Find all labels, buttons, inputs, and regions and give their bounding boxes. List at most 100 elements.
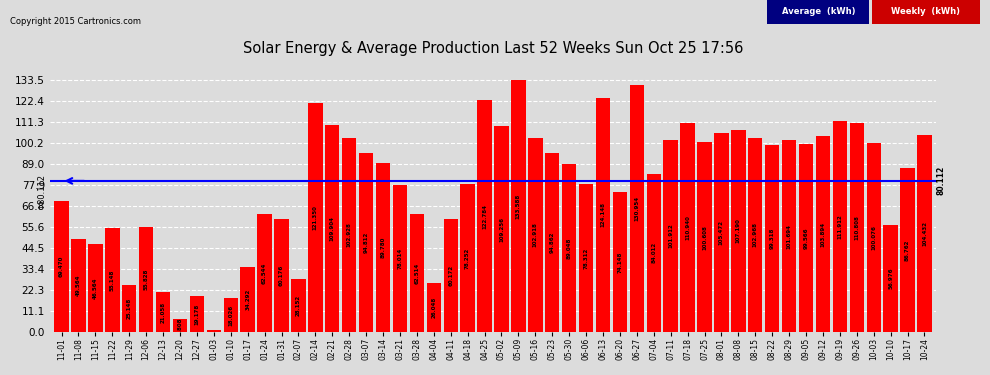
Text: 80.112: 80.112 [937,166,945,195]
Bar [173,320,187,332]
Text: 62.544: 62.544 [262,262,267,284]
Bar [782,140,796,332]
Text: 109.256: 109.256 [499,216,504,242]
Text: 124.148: 124.148 [601,202,606,228]
Bar [376,163,390,332]
Text: 100.076: 100.076 [871,225,876,250]
Bar [511,80,526,332]
Bar [732,130,745,332]
Bar [54,201,68,332]
Text: 86.762: 86.762 [905,240,910,261]
Text: 133.588: 133.588 [516,194,521,219]
Text: 84.012: 84.012 [651,242,656,263]
Text: 102.968: 102.968 [752,222,757,248]
Bar [714,133,729,332]
Text: 69.470: 69.470 [59,256,64,277]
Bar [562,164,576,332]
Bar [528,138,543,332]
Text: 94.862: 94.862 [549,232,554,253]
Text: 101.912: 101.912 [668,224,673,248]
Text: Copyright 2015 Cartronics.com: Copyright 2015 Cartronics.com [10,17,141,26]
Bar [274,219,289,332]
Text: 55.148: 55.148 [110,269,115,291]
Text: 60.176: 60.176 [279,265,284,286]
Text: 49.564: 49.564 [76,274,81,296]
Bar [241,267,254,332]
Bar [342,138,356,332]
Bar [444,219,458,332]
Bar [494,126,509,332]
Text: 103.894: 103.894 [821,222,826,247]
Bar [207,330,221,332]
Text: 100.608: 100.608 [702,225,707,250]
Bar [799,144,813,332]
Text: 21.058: 21.058 [160,302,165,323]
Bar [918,135,932,332]
Text: Weekly  (kWh): Weekly (kWh) [891,7,960,16]
Bar [866,143,881,332]
Bar [630,85,644,332]
Title: Solar Energy & Average Production Last 52 Weeks Sun Oct 25 17:56: Solar Energy & Average Production Last 5… [243,41,743,56]
Text: 121.350: 121.350 [313,205,318,230]
Bar [71,238,86,332]
Text: 78.252: 78.252 [465,248,470,269]
Text: 104.432: 104.432 [922,221,927,246]
Text: 28.152: 28.152 [296,295,301,316]
Text: 89.048: 89.048 [566,237,571,259]
Bar [748,138,762,332]
Text: 99.318: 99.318 [769,228,775,249]
Bar [477,100,492,332]
Bar [680,123,695,332]
Bar [900,168,915,332]
Bar [545,153,559,332]
Text: 46.564: 46.564 [93,278,98,299]
Text: 89.780: 89.780 [380,237,385,258]
Text: 130.954: 130.954 [635,196,640,221]
Text: 25.148: 25.148 [127,298,132,319]
Bar [122,285,137,332]
Bar [663,140,678,332]
Bar [849,123,864,332]
Text: 55.828: 55.828 [144,269,148,290]
Bar [816,136,831,332]
Text: 34.292: 34.292 [246,289,250,310]
Text: 122.784: 122.784 [482,204,487,229]
Bar [308,103,323,332]
Bar [325,124,340,332]
Bar [833,121,847,332]
Text: 105.472: 105.472 [719,220,724,245]
Text: 78.014: 78.014 [397,248,403,269]
Text: 62.514: 62.514 [415,262,420,284]
Bar [697,142,712,332]
Text: 19.178: 19.178 [194,303,199,325]
Bar [224,298,238,332]
Bar [291,279,306,332]
Text: 102.918: 102.918 [533,222,538,248]
Bar [579,184,593,332]
Bar [596,98,610,332]
Text: 6.808: 6.808 [177,317,182,334]
Bar [393,185,407,332]
Text: 60.172: 60.172 [448,265,453,286]
Text: 102.928: 102.928 [346,222,351,248]
Bar [359,153,373,332]
Bar [646,174,661,332]
Text: Average  (kWh): Average (kWh) [781,7,855,16]
Bar [257,214,272,332]
Bar [460,184,475,332]
Text: 110.940: 110.940 [685,215,690,240]
Text: 26.048: 26.048 [432,297,437,318]
Bar [613,192,627,332]
Text: 18.026: 18.026 [229,304,234,326]
Text: 111.912: 111.912 [838,214,842,239]
Bar [155,292,170,332]
Text: 94.812: 94.812 [363,232,368,253]
Text: 109.904: 109.904 [330,216,335,241]
Bar [105,228,120,332]
Text: 78.312: 78.312 [583,248,589,269]
Bar [139,227,153,332]
Bar [88,244,103,332]
Bar [427,283,441,332]
Bar [410,214,424,332]
Text: 99.566: 99.566 [804,227,809,249]
